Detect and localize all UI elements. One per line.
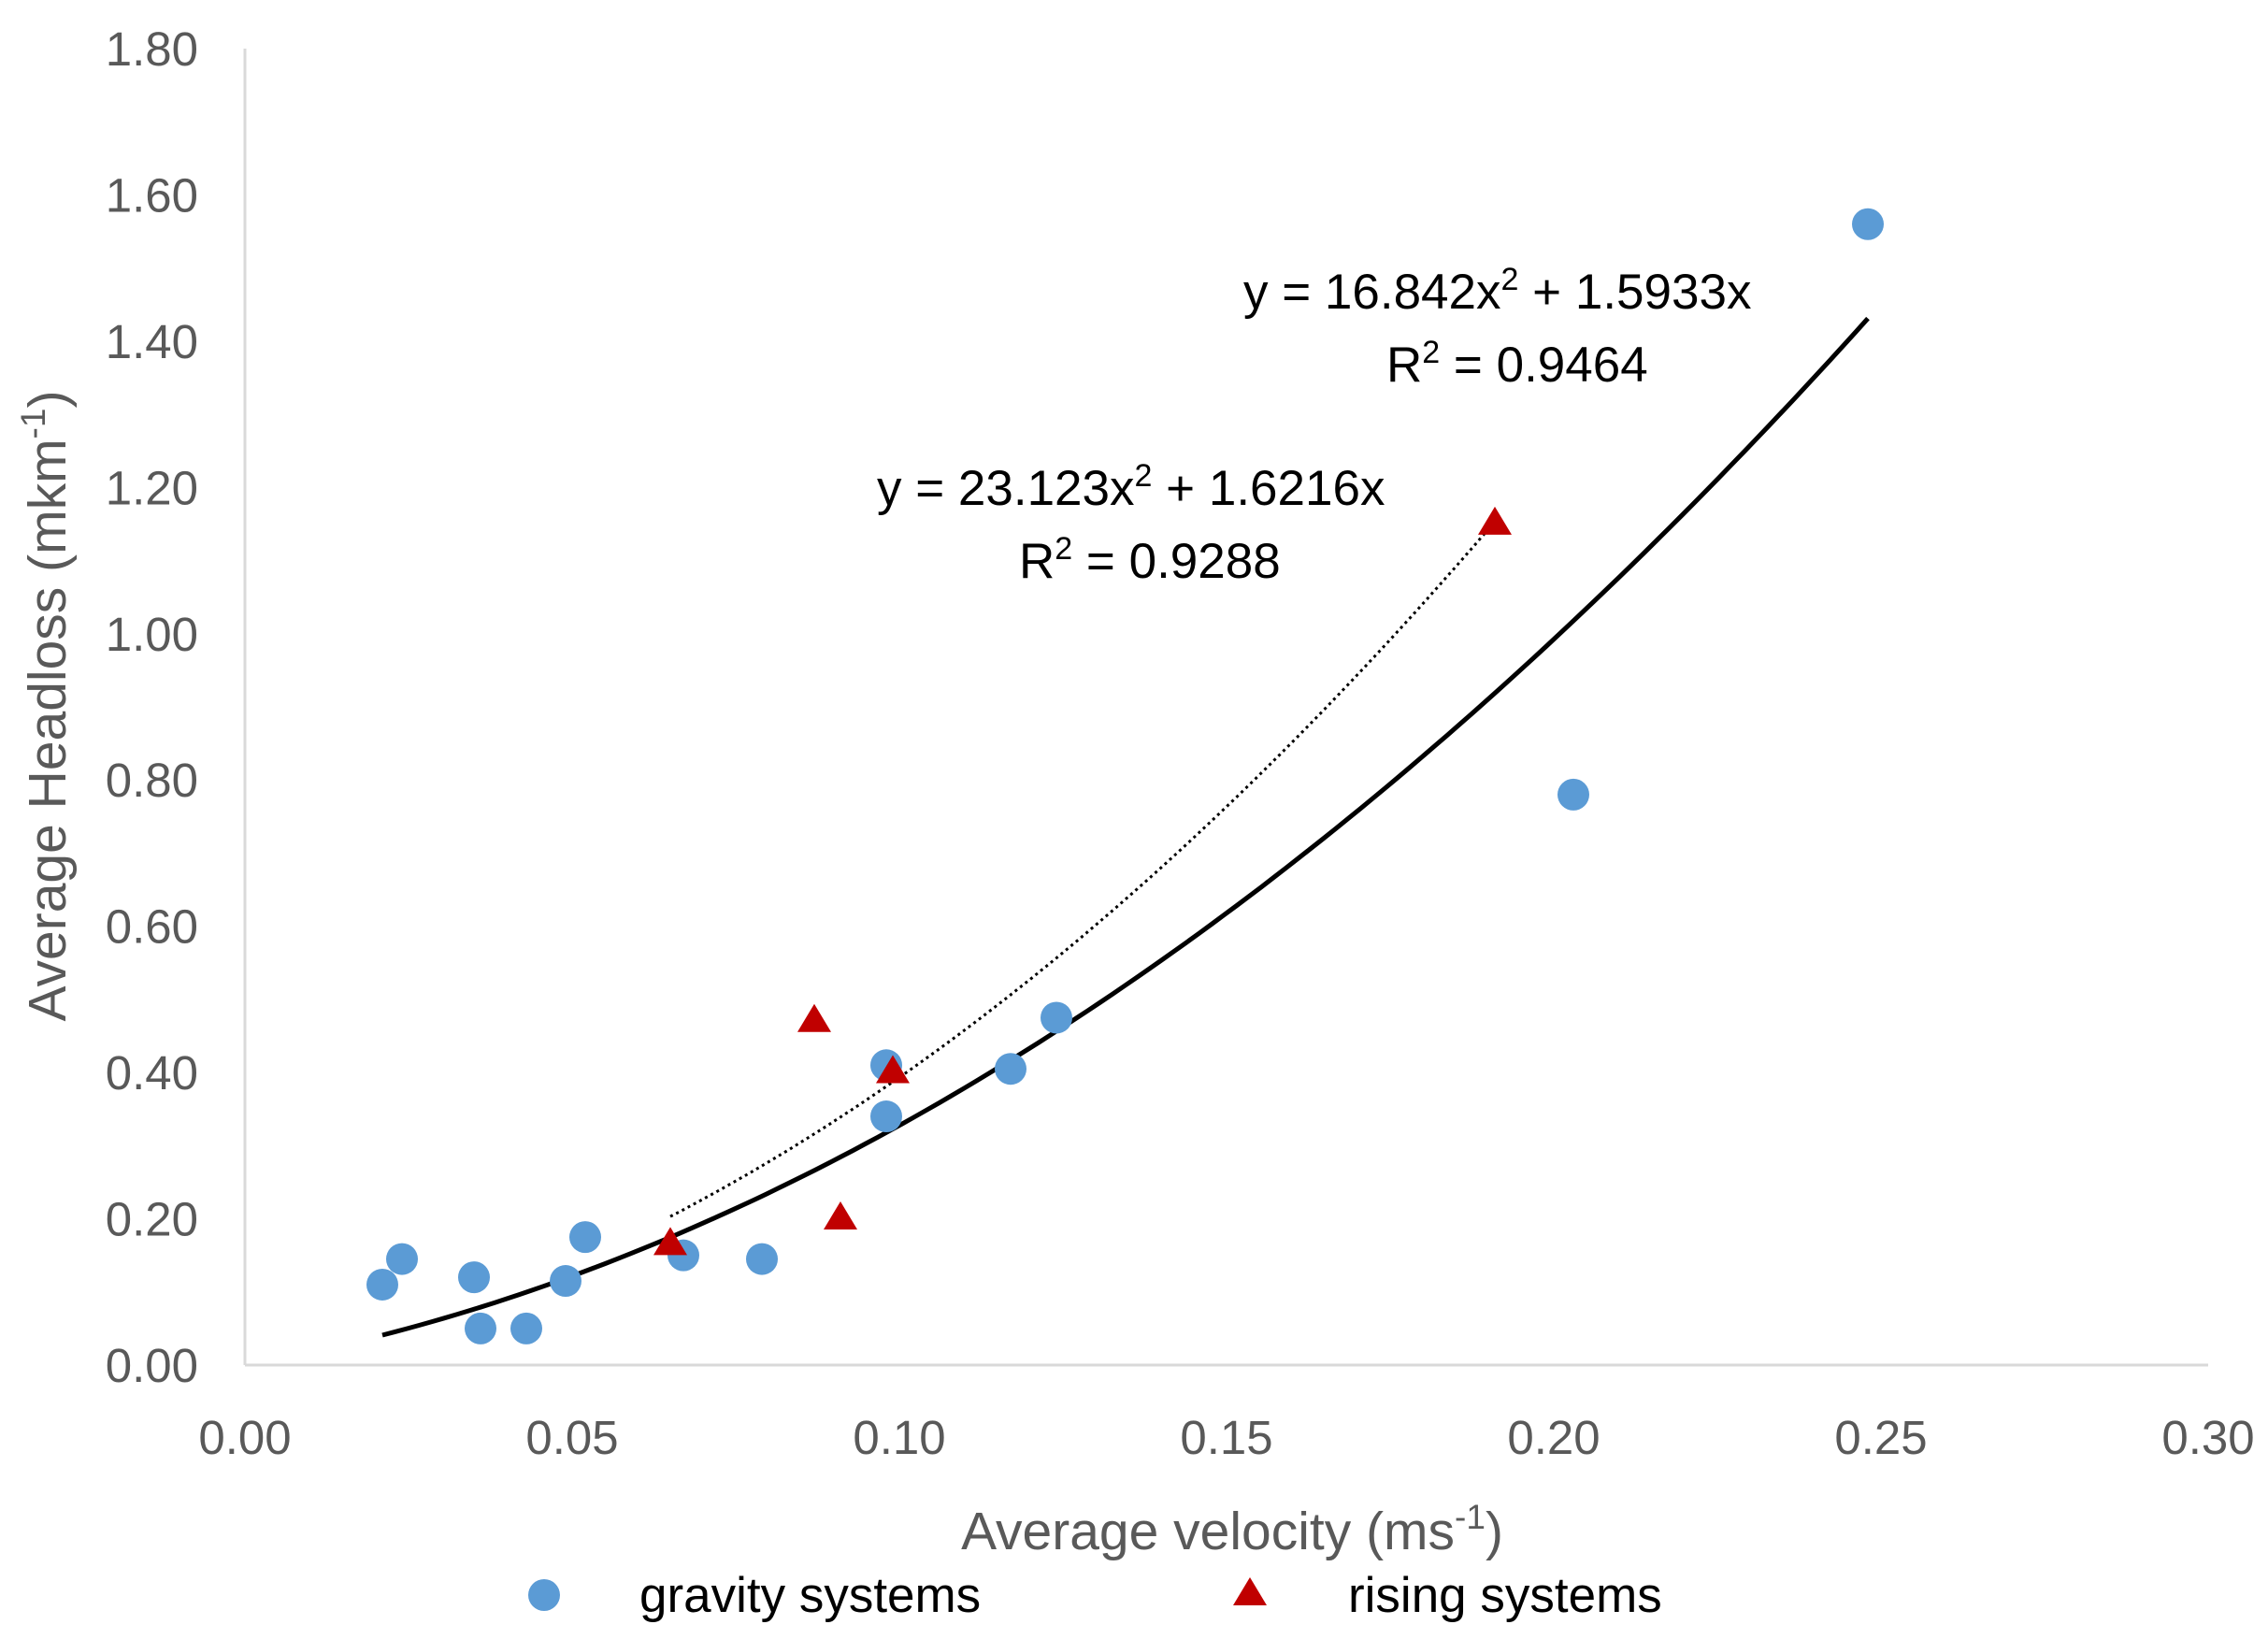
gravity-point	[1852, 208, 1884, 240]
y-tick-label: 0.00	[106, 1339, 198, 1392]
rising-point	[824, 1200, 857, 1229]
rising-trend-r2: R2 = 0.9288	[1019, 531, 1281, 589]
rising-trend-equation: y = 23.123x2 + 1.6216x	[877, 458, 1385, 516]
x-tick-label: 0.25	[1834, 1411, 1927, 1464]
x-tick-label: 0.05	[525, 1411, 618, 1464]
data-points	[366, 208, 1884, 1344]
y-tick-label: 1.40	[106, 315, 198, 368]
rising-point	[797, 1003, 831, 1032]
axes	[243, 49, 2208, 1367]
gravity-point	[746, 1243, 778, 1275]
x-tick-label: 0.30	[2161, 1411, 2254, 1464]
y-tick-label: 1.80	[106, 22, 198, 76]
gravity-point	[1041, 1001, 1072, 1034]
y-tick-label: 1.00	[106, 608, 198, 661]
x-tick-label: 0.15	[1180, 1411, 1272, 1464]
gravity-point	[510, 1312, 542, 1344]
gravity-systems-trendline	[381, 316, 1870, 1338]
rising-point	[653, 1227, 687, 1256]
gravity-point	[1557, 778, 1589, 811]
trendlines	[381, 316, 1870, 1338]
legend-rising-label: rising systems	[1348, 1568, 1662, 1623]
legend: gravity systems rising systems	[528, 1568, 1662, 1623]
gravity-trend-r2: R2 = 0.9464	[1386, 335, 1648, 393]
gravity-trend-equation: y = 16.842x2 + 1.5933x	[1243, 262, 1751, 320]
y-axis-title: Average Headloss (mkm-1)	[14, 391, 78, 1022]
y-tick-label: 0.60	[106, 900, 198, 954]
rising-point	[1478, 506, 1512, 535]
gravity-point	[550, 1265, 581, 1298]
y-tick-label: 1.20	[106, 461, 198, 514]
x-tick-label: 0.10	[853, 1411, 945, 1464]
gravity-point	[995, 1053, 1026, 1085]
gravity-point	[458, 1261, 490, 1294]
y-tick-label: 1.60	[106, 168, 198, 222]
legend-gravity-label: gravity systems	[639, 1568, 981, 1623]
y-tick-label: 0.20	[106, 1193, 198, 1246]
legend-gravity-marker	[528, 1579, 560, 1611]
gravity-point	[569, 1221, 601, 1254]
y-tick-label: 0.40	[106, 1046, 198, 1100]
gravity-point	[870, 1100, 902, 1133]
x-tick-label: 0.20	[1507, 1411, 1600, 1464]
tick-labels: 0.00 0.05 0.10 0.15 0.20 0.25 0.30 0.00 0.20 0.40…	[106, 22, 2255, 1464]
x-tick-label: 0.00	[198, 1411, 291, 1464]
gravity-point	[465, 1312, 496, 1344]
rising-systems-trendline	[669, 520, 1497, 1218]
rising-point	[876, 1055, 910, 1084]
x-axis-title: Average velocity (ms-1)	[961, 1498, 1503, 1561]
gravity-point	[366, 1268, 398, 1301]
gravity-point	[386, 1243, 418, 1275]
y-tick-label: 0.80	[106, 754, 198, 807]
legend-rising-marker	[1233, 1577, 1267, 1605]
